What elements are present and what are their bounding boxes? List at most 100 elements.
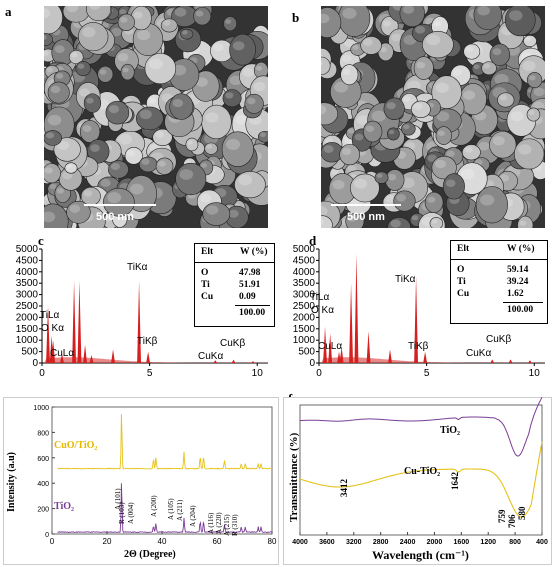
sem-grain-highlight: [342, 7, 357, 19]
sem-grain-highlight: [321, 13, 330, 24]
sem-grain-highlight: [235, 114, 249, 125]
peak-label-tikb: TiKβ: [137, 336, 158, 347]
sem-grain-highlight: [463, 90, 476, 100]
sem-grain: [204, 142, 218, 155]
sem-grain-highlight: [70, 52, 78, 58]
sem-grain-highlight: [83, 190, 93, 197]
ftir-series-tio2: [299, 397, 543, 457]
eds-y-tick-label: 500: [21, 347, 38, 358]
sem-grain-highlight: [492, 136, 505, 146]
sem-grain-highlight: [437, 130, 445, 136]
sem-grain-highlight: [46, 67, 54, 73]
sem-grain: [135, 106, 164, 131]
sem-grain-highlight: [321, 206, 328, 217]
sem-grain-highlight: [77, 63, 85, 69]
sem-grain-highlight: [434, 159, 446, 169]
sem-grain-highlight: [129, 183, 144, 195]
eds-peak: [46, 306, 50, 363]
ftir-x-tick-label: 2000: [427, 539, 443, 546]
sem-grain-highlight: [44, 211, 56, 223]
sem-grain: [321, 215, 333, 228]
sem-grain: [385, 169, 405, 191]
sem-grain-highlight: [416, 61, 426, 69]
sem-grain-highlight: [187, 140, 193, 145]
sem-grain-highlight: [206, 205, 219, 215]
xrd-x-tick-label: 40: [158, 537, 167, 546]
sem-grain-highlight: [323, 145, 334, 153]
sem-grain-highlight: [99, 69, 107, 75]
xrd-y-tick-label: 200: [37, 507, 49, 514]
sem-grain: [393, 190, 416, 212]
sem-grain-highlight: [174, 7, 187, 17]
xrd-y-tick-label: 0: [45, 532, 49, 539]
eds-peak: [72, 280, 77, 363]
sem-grain-highlight: [391, 33, 402, 42]
sem-grain-highlight: [332, 180, 345, 190]
sem-grain: [321, 102, 339, 126]
sem-grain-highlight: [44, 50, 50, 56]
eds-peak: [89, 355, 94, 363]
eds-y-tick-label: 4500: [16, 255, 39, 266]
sem-grain: [463, 43, 481, 60]
sem-grain-highlight: [365, 125, 375, 132]
eds-x-tick-label: 5: [424, 368, 430, 379]
eds-peak: [349, 283, 354, 363]
eds-y-tick-label: 1500: [16, 324, 39, 335]
eds-continuum: [42, 357, 268, 363]
sem-grain: [526, 107, 541, 122]
sem-grain: [399, 6, 425, 28]
composition-table-d: Elt W (%) O 59.14 Ti 39.24 Cu 1.62 100.0…: [450, 240, 548, 324]
band-label-1642: 1642: [450, 472, 460, 490]
sem-grain: [473, 6, 503, 31]
sem-grain-highlight: [200, 193, 212, 203]
reflection-a004: A (004): [127, 502, 135, 524]
sem-grain-highlight: [510, 111, 524, 122]
sem-grain-highlight: [519, 220, 527, 226]
sem-grain: [223, 16, 238, 32]
eds-y-tick-label: 2000: [293, 312, 316, 323]
eds-peak: [77, 280, 82, 363]
sem-grain-highlight: [56, 73, 64, 79]
sem-grain-highlight: [480, 194, 495, 206]
sem-grain-highlight: [82, 26, 96, 38]
sem-grain-highlight: [379, 46, 387, 53]
sem-grain-highlight: [465, 46, 473, 52]
eds-x-tick-label: 5: [147, 368, 153, 379]
sem-grain: [78, 22, 109, 52]
eds-peak: [339, 347, 344, 363]
sem-grain-highlight: [477, 6, 490, 16]
eds-peak: [366, 331, 371, 363]
sem-grain-highlight: [232, 41, 245, 51]
sem-grain-highlight: [141, 158, 150, 165]
sem-grain-highlight: [44, 34, 47, 40]
sem-grain-highlight: [206, 144, 213, 149]
sem-grain-highlight: [82, 125, 92, 132]
sem-grain-highlight: [431, 219, 438, 224]
sem-grain: [526, 72, 543, 88]
eds-peak: [490, 359, 495, 363]
sem-grain-highlight: [69, 204, 81, 213]
sem-grain: [435, 126, 452, 145]
sem-grain-highlight: [473, 64, 480, 70]
sem-grain-highlight: [356, 115, 370, 125]
sem-grain-highlight: [334, 81, 349, 93]
eds-y-tick-label: 0: [32, 358, 38, 369]
eds-peak: [111, 349, 115, 363]
sem-grain-highlight: [46, 132, 55, 139]
sem-grain-highlight: [509, 10, 523, 21]
sem-grain: [108, 160, 129, 179]
ftir-x-tick-label: 1200: [480, 539, 496, 546]
sem-grain-highlight: [396, 193, 407, 202]
panel-label-a: a: [5, 4, 12, 19]
peak-label-tila: TiLα: [40, 310, 60, 321]
peak-label-cukb-d: CuKβ: [486, 334, 512, 345]
sem-grain: [411, 100, 431, 119]
xrd-x-tick-label: 60: [213, 537, 222, 546]
sem-grain: [350, 173, 380, 203]
sem-grain: [155, 157, 174, 175]
sem-grain: [44, 130, 62, 146]
sem-grain-highlight: [347, 215, 357, 222]
sem-grain-highlight: [120, 16, 128, 23]
sem-grain-highlight: [229, 75, 243, 86]
sem-grain-highlight: [110, 27, 122, 37]
